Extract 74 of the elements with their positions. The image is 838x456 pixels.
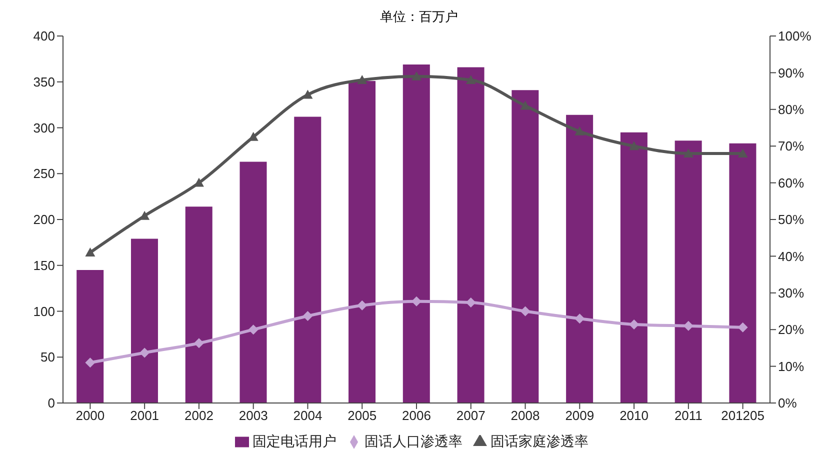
y2-tick-label: 90%: [778, 65, 804, 80]
point: [520, 306, 530, 316]
point: [683, 148, 694, 158]
y-tick-label: 150: [33, 258, 55, 273]
bar: [240, 162, 267, 403]
x-tick-label: 2006: [402, 408, 431, 424]
bar: [674, 140, 702, 403]
bar: [402, 64, 430, 403]
y2-tick-label: 60%: [778, 175, 804, 190]
point: [357, 75, 368, 84]
point: [574, 314, 585, 324]
point: [629, 141, 640, 150]
point: [683, 320, 694, 331]
y-tick-label: 300: [33, 120, 55, 136]
bar: [729, 143, 756, 403]
x-tick-label: 2011: [674, 408, 702, 424]
y-tick-label: 200: [33, 212, 55, 228]
y2-tick-label: 100%: [778, 28, 812, 44]
bar: [130, 238, 158, 403]
x-tick-label: 2000: [76, 408, 105, 424]
point: [248, 324, 258, 335]
point: [412, 71, 422, 80]
x-tick-label: 201205: [721, 408, 765, 424]
x-tick-label: 2004: [293, 408, 322, 424]
y2-tick-label: 40%: [778, 248, 804, 264]
x-tick-label: 2007: [456, 408, 486, 424]
y2-tick-label: 70%: [778, 138, 804, 154]
x-tick-label: 2010: [620, 408, 648, 424]
point: [466, 75, 476, 84]
bar: [457, 67, 484, 403]
x-tick-label: 2002: [184, 408, 214, 424]
y2-tick-label: 0%: [778, 396, 798, 411]
point: [85, 358, 96, 368]
point: [140, 348, 150, 358]
legend-label: 固定电话用户: [252, 433, 336, 449]
x-tick-label: 2003: [238, 408, 268, 424]
x-tick-label: 2005: [348, 408, 377, 424]
bar: [294, 116, 322, 403]
point: [357, 300, 368, 310]
y2-tick-label: 10%: [778, 358, 804, 374]
point: [574, 126, 585, 136]
bar: [185, 206, 212, 403]
point: [194, 338, 204, 348]
x-tick-label: 2001: [130, 408, 160, 424]
point: [738, 148, 748, 158]
legend-label: 固话家庭渗透率: [490, 433, 588, 449]
point: [629, 319, 640, 330]
bar: [620, 132, 648, 403]
y-tick-label: 100: [33, 304, 55, 319]
x-tick-label: 2008: [510, 408, 540, 424]
x-tick-label: 2009: [565, 408, 594, 424]
legend-label: 固话人口渗透率: [364, 433, 462, 449]
bar: [348, 80, 376, 403]
point: [412, 296, 422, 306]
point: [140, 210, 150, 220]
y2-tick-label: 80%: [778, 102, 804, 118]
chart-subtitle: 单位：百万户: [379, 8, 459, 26]
point: [85, 248, 96, 257]
point: [520, 100, 530, 110]
y-tick-label: 0: [48, 396, 55, 411]
bar: [512, 90, 539, 403]
y-tick-label: 250: [33, 166, 55, 182]
point: [302, 311, 313, 322]
y-tick-label: 350: [33, 74, 55, 90]
point: [738, 322, 748, 332]
point: [466, 297, 476, 308]
y2-tick-label: 20%: [778, 322, 804, 338]
bar: [76, 270, 104, 403]
point: [302, 90, 313, 99]
y2-tick-label: 30%: [778, 286, 804, 301]
bar: [566, 114, 594, 403]
y-tick-label: 400: [33, 28, 55, 44]
y-tick-label: 50: [40, 350, 55, 365]
y2-tick-label: 50%: [778, 212, 804, 228]
